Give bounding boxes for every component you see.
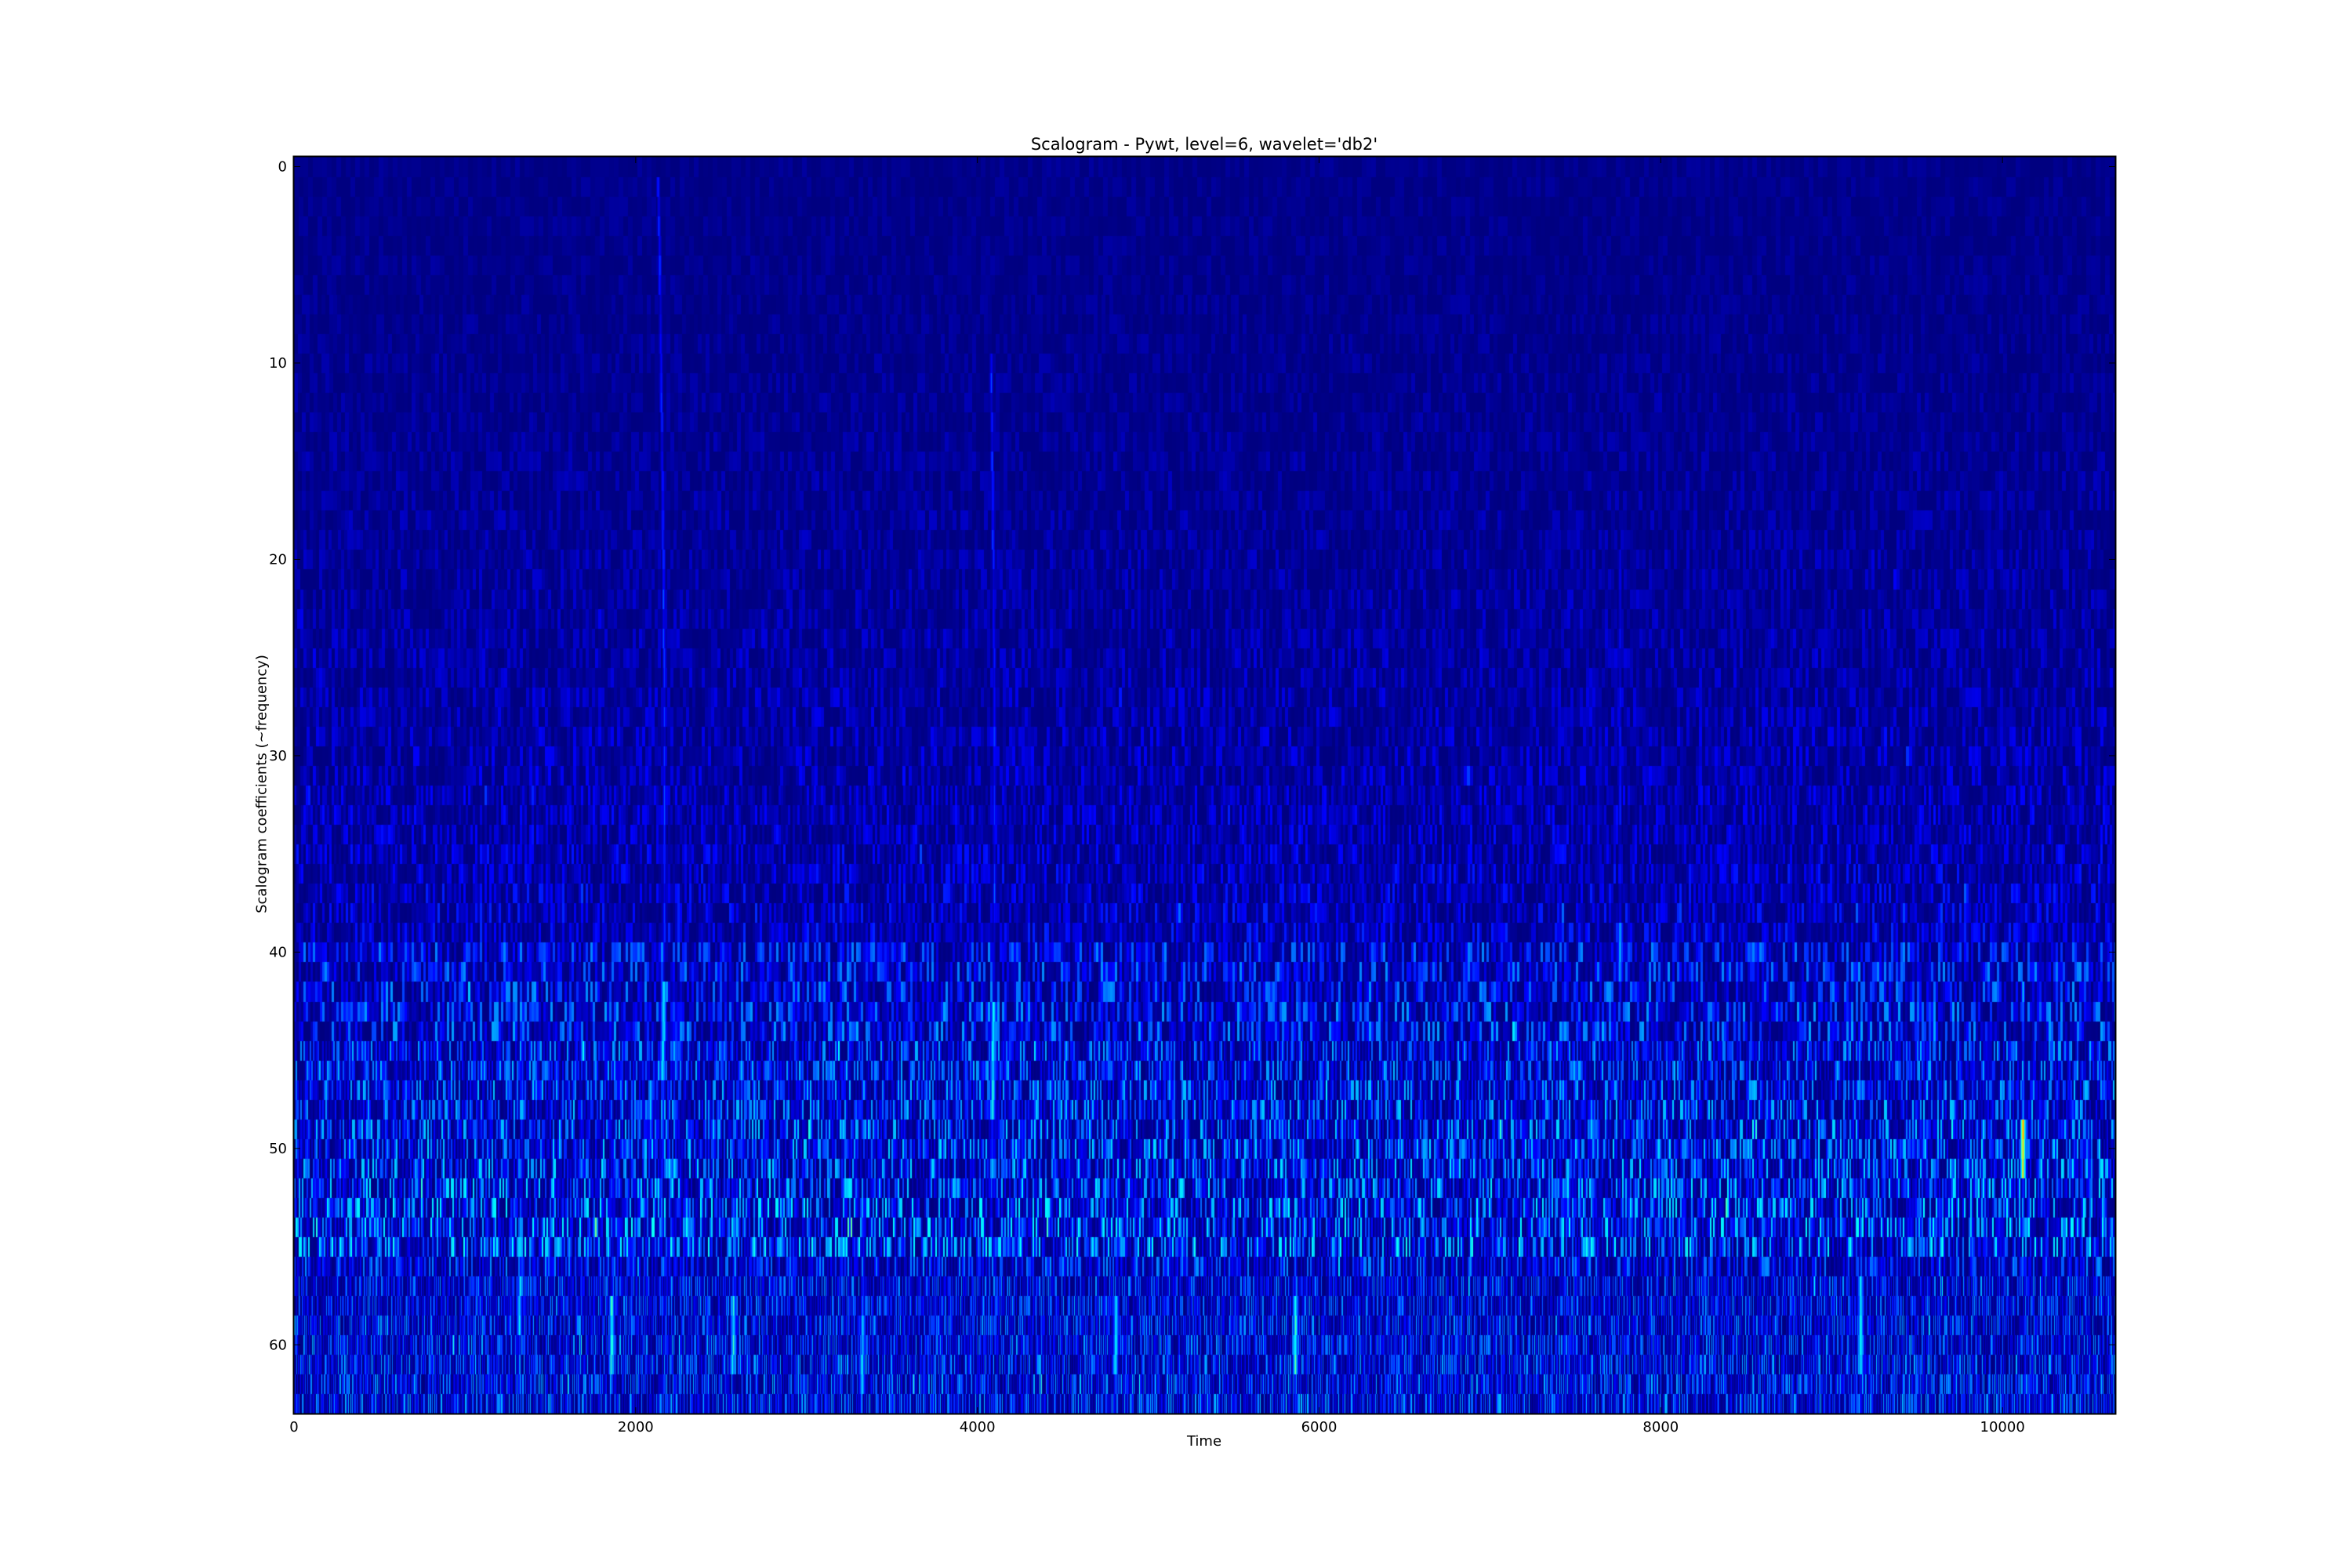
y-tick-label: 20	[269, 551, 287, 568]
y-tick-label: 30	[269, 748, 287, 764]
x-tick-label: 0	[289, 1419, 298, 1436]
x-axis-label: Time	[1186, 1433, 1222, 1450]
y-tick-label: 50	[269, 1141, 287, 1157]
x-tick-label: 8000	[1642, 1419, 1679, 1436]
x-axis-ticks: 0 2000 4000 6000 8000 10000	[289, 157, 2025, 1436]
y-axis-label: Scalogram coefficients (~frequency)	[253, 655, 270, 913]
y-axis-ticks: 0 10 20 30 40 50 60	[269, 159, 2115, 1353]
x-tick-label: 4000	[960, 1419, 996, 1436]
y-tick-label: 40	[269, 944, 287, 960]
plot-frame	[292, 155, 2117, 1415]
x-tick-label: 10000	[1980, 1419, 2025, 1436]
y-tick-label: 10	[269, 355, 287, 372]
x-tick-label: 6000	[1301, 1419, 1338, 1436]
x-tick-label: 2000	[618, 1419, 654, 1436]
y-tick-label: 0	[278, 159, 287, 176]
heatmap-image	[294, 157, 2115, 1414]
chart-title: Scalogram - Pywt, level=6, wavelet='db2'	[1030, 135, 1378, 154]
y-tick-label: 60	[269, 1337, 287, 1353]
